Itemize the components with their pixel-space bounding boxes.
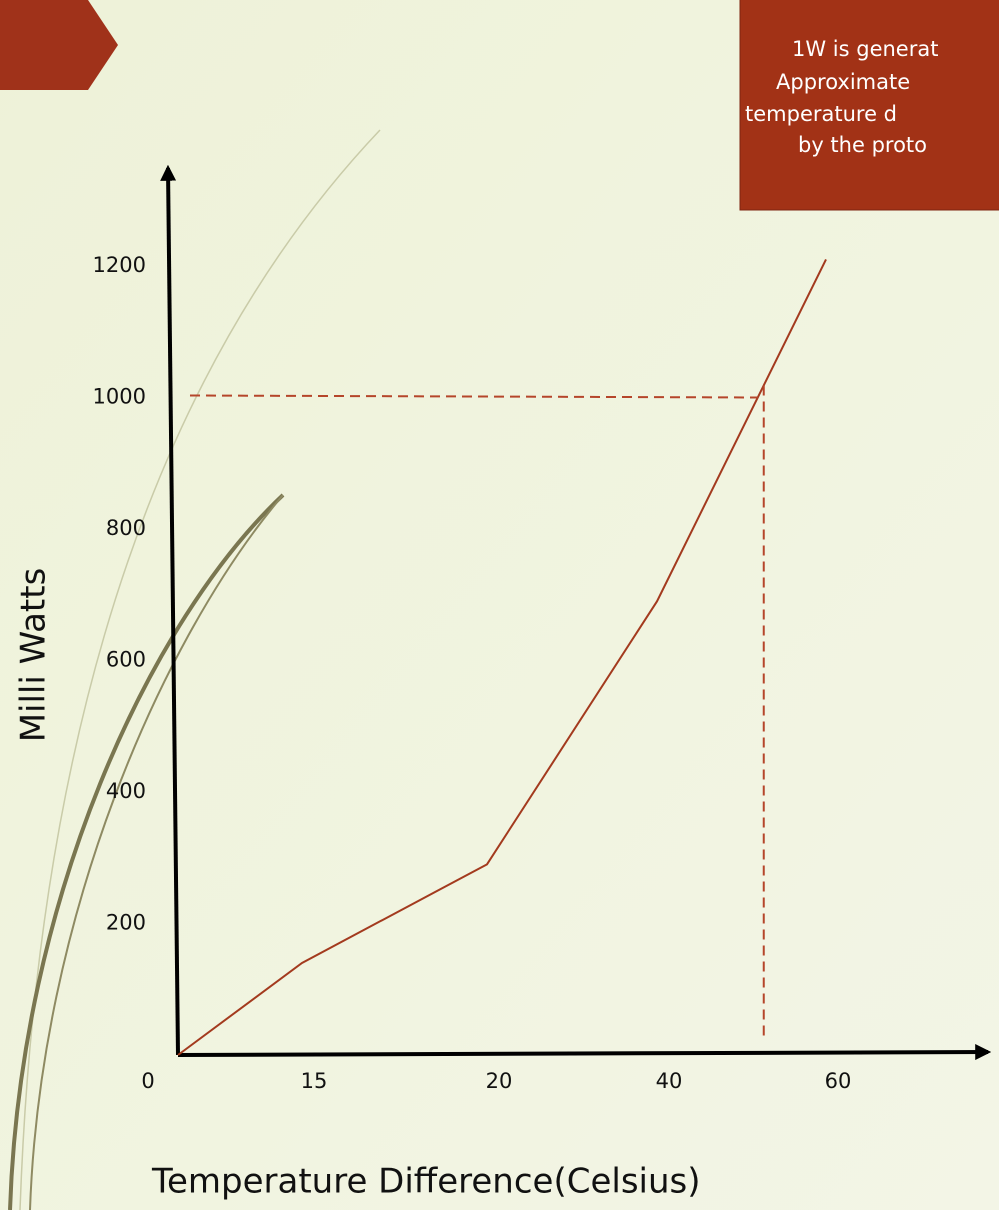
x-tick-label: 20 [486, 1069, 513, 1093]
y-axis-title: Milli Watts [14, 568, 54, 743]
decor-curve [19, 129, 381, 1210]
y-tick-label: 800 [106, 516, 146, 540]
slide-tab [0, 0, 118, 90]
y-tick-label: 400 [106, 779, 146, 803]
annotation: 1W is generat Approximate temperature d by … [745, 37, 938, 157]
x-tick-label: 15 [301, 1069, 328, 1093]
plot: 200 400 600 800 1000 1200 0 15 20 40 60 [93, 253, 852, 1093]
annotation-line: Approximate [776, 70, 910, 94]
annotation-box [739, 0, 999, 211]
data-line [177, 258, 827, 1056]
annotation-line: 1W is generat [792, 37, 938, 61]
y-tick-label: 600 [106, 648, 146, 672]
x-axis [177, 1044, 992, 1061]
annotation-line: by the proto [798, 133, 927, 157]
y-axis [160, 164, 180, 1056]
y-tick-label: 1200 [93, 253, 146, 277]
decor-curve [29, 494, 284, 1210]
x-tick-label: 40 [656, 1069, 683, 1093]
decor-curve [8, 493, 285, 1210]
annotation-line: temperature d [745, 102, 897, 126]
x-axis-title: Temperature Difference(Celsius) [151, 1162, 701, 1202]
x-tick-label: 0 [141, 1069, 154, 1093]
y-tick-label: 200 [106, 911, 146, 935]
x-tick-label: 60 [825, 1069, 852, 1093]
reference-line-h [189, 394, 758, 399]
y-tick-label: 1000 [93, 385, 146, 409]
